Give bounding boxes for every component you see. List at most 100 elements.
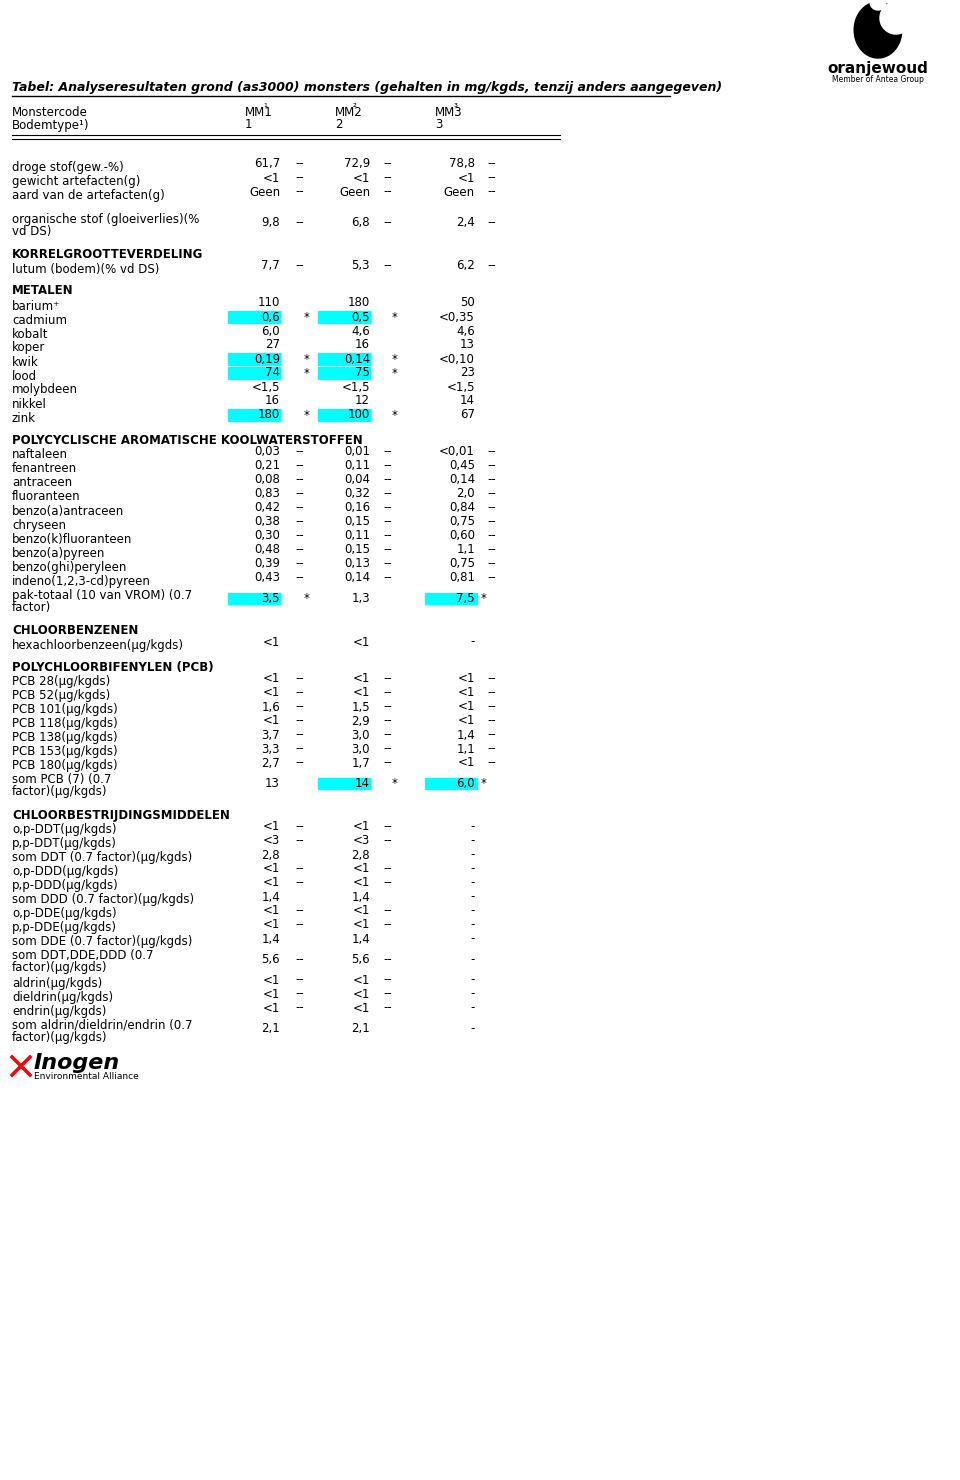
Text: naftaleen: naftaleen — [12, 448, 68, 462]
Text: -: - — [470, 635, 475, 648]
Text: --: -- — [295, 445, 303, 459]
Text: KORRELGROOTTEVERDELING: KORRELGROOTTEVERDELING — [12, 247, 204, 260]
Text: 5,6: 5,6 — [261, 953, 280, 966]
Text: 3,7: 3,7 — [261, 728, 280, 741]
Text: <1: <1 — [352, 919, 370, 931]
Text: 0,39: 0,39 — [254, 558, 280, 570]
Text: --: -- — [487, 515, 495, 528]
Text: --: -- — [487, 715, 495, 728]
Text: --: -- — [487, 216, 495, 229]
Text: 5,6: 5,6 — [351, 953, 370, 966]
Text: PCB 52(μg/kgds): PCB 52(μg/kgds) — [12, 690, 110, 703]
Text: <1: <1 — [352, 820, 370, 833]
Text: ²: ² — [353, 104, 357, 112]
Text: 67: 67 — [460, 408, 475, 422]
Text: --: -- — [295, 459, 303, 472]
Text: --: -- — [383, 987, 392, 1000]
Text: 0,75: 0,75 — [449, 515, 475, 528]
Text: --: -- — [383, 216, 392, 229]
Text: 16: 16 — [355, 339, 370, 351]
Text: *: * — [304, 592, 310, 605]
Text: 74: 74 — [265, 367, 280, 379]
Text: 27: 27 — [265, 339, 280, 351]
Text: 61,7: 61,7 — [253, 157, 280, 170]
Text: Environmental Alliance: Environmental Alliance — [34, 1072, 139, 1080]
Text: --: -- — [487, 700, 495, 713]
Text: -: - — [470, 974, 475, 987]
Text: *: * — [304, 367, 310, 379]
Text: <1: <1 — [263, 876, 280, 889]
Text: pak-totaal (10 van VROM) (0.7: pak-totaal (10 van VROM) (0.7 — [12, 589, 192, 601]
Text: Geen: Geen — [249, 185, 280, 198]
Text: oranjewoud: oranjewoud — [828, 61, 928, 75]
Text: <1: <1 — [263, 687, 280, 700]
Text: -: - — [470, 953, 475, 966]
Text: 13: 13 — [460, 339, 475, 351]
Text: -: - — [470, 932, 475, 946]
Text: 0,45: 0,45 — [449, 459, 475, 472]
Text: --: -- — [487, 756, 495, 770]
Text: 2,4: 2,4 — [456, 216, 475, 229]
Polygon shape — [870, 0, 886, 10]
Text: *: * — [392, 367, 397, 379]
Text: <1: <1 — [352, 974, 370, 987]
Text: --: -- — [295, 974, 303, 987]
Text: 0,03: 0,03 — [254, 445, 280, 459]
Text: 0,81: 0,81 — [449, 571, 475, 585]
Text: 14: 14 — [460, 395, 475, 407]
Text: factor): factor) — [12, 601, 51, 614]
Text: --: -- — [383, 445, 392, 459]
Text: 0,83: 0,83 — [254, 487, 280, 500]
Text: --: -- — [295, 876, 303, 889]
Text: vd DS): vd DS) — [12, 225, 52, 237]
Text: <1: <1 — [263, 919, 280, 931]
Text: 0,14: 0,14 — [344, 571, 370, 585]
Text: --: -- — [383, 728, 392, 741]
Text: 1,4: 1,4 — [456, 728, 475, 741]
Text: --: -- — [383, 259, 392, 272]
Text: 0,01: 0,01 — [344, 445, 370, 459]
Polygon shape — [880, 1, 912, 34]
Text: --: -- — [295, 172, 303, 185]
Text: 0,5: 0,5 — [351, 311, 370, 324]
Text: lood: lood — [12, 370, 37, 382]
Text: 50: 50 — [460, 296, 475, 309]
Text: <1: <1 — [352, 863, 370, 876]
Text: ³: ³ — [453, 104, 457, 112]
Text: 3,3: 3,3 — [261, 743, 280, 755]
Text: --: -- — [383, 459, 392, 472]
Text: chryseen: chryseen — [12, 518, 66, 531]
Text: PCB 28(μg/kgds): PCB 28(μg/kgds) — [12, 675, 110, 688]
Text: --: -- — [295, 953, 303, 966]
Text: *: * — [392, 311, 397, 324]
Text: <1: <1 — [263, 715, 280, 728]
Text: <0,01: <0,01 — [439, 445, 475, 459]
Text: <1: <1 — [352, 904, 370, 918]
Text: 14: 14 — [355, 777, 370, 790]
Text: *: * — [304, 352, 310, 366]
Text: METALEN: METALEN — [12, 284, 74, 297]
Text: 9,8: 9,8 — [261, 216, 280, 229]
Text: <1: <1 — [352, 172, 370, 185]
Text: 2,9: 2,9 — [351, 715, 370, 728]
Text: 180: 180 — [348, 296, 370, 309]
Text: 6,8: 6,8 — [351, 216, 370, 229]
Text: 23: 23 — [460, 367, 475, 379]
Text: 6,0: 6,0 — [456, 777, 475, 790]
Text: --: -- — [383, 530, 392, 543]
Text: 0,6: 0,6 — [261, 311, 280, 324]
Text: *: * — [481, 592, 487, 605]
Text: --: -- — [383, 953, 392, 966]
Text: --: -- — [487, 558, 495, 570]
Text: 2,7: 2,7 — [261, 756, 280, 770]
Text: <1: <1 — [263, 863, 280, 876]
Text: CHLOORBENZENEN: CHLOORBENZENEN — [12, 623, 138, 636]
Text: fenantreen: fenantreen — [12, 462, 77, 475]
Text: --: -- — [383, 543, 392, 556]
Text: POLYCHLOORBIFENYLEN (PCB): POLYCHLOORBIFENYLEN (PCB) — [12, 660, 214, 673]
Text: 3: 3 — [435, 118, 443, 132]
Text: Tabel: Analyseresultaten grond (as3000) monsters (gehalten in mg/kgds, tenzij an: Tabel: Analyseresultaten grond (as3000) … — [12, 81, 722, 95]
Text: 0,84: 0,84 — [449, 502, 475, 515]
Text: Bodemtype¹): Bodemtype¹) — [12, 118, 89, 132]
Text: --: -- — [383, 700, 392, 713]
